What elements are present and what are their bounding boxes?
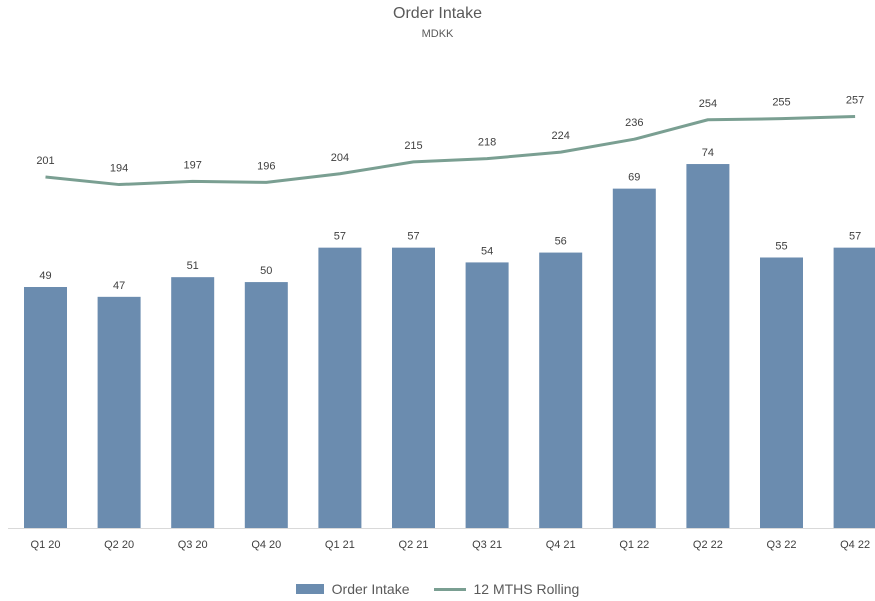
x-tick-label: Q4 22 xyxy=(840,539,870,551)
legend: Order Intake 12 MTHS Rolling xyxy=(0,581,875,597)
legend-swatch-bar xyxy=(295,584,324,594)
line-data-label: 254 xyxy=(699,98,717,110)
legend-item-bars: Order Intake xyxy=(295,581,410,597)
line-data-label: 255 xyxy=(772,97,790,109)
line-data-label: 204 xyxy=(331,152,349,164)
bar-data-label: 74 xyxy=(702,147,714,159)
x-tick-label: Q3 21 xyxy=(472,539,502,551)
line-data-label: 197 xyxy=(184,159,202,171)
bar-data-label: 57 xyxy=(849,231,861,243)
x-tick-label: Q2 22 xyxy=(693,539,723,551)
bar-q3-22 xyxy=(760,257,803,528)
line-data-label: 236 xyxy=(625,117,643,129)
legend-label-bars: Order Intake xyxy=(331,581,410,597)
x-tick-label: Q1 20 xyxy=(31,539,61,551)
line-data-label: 224 xyxy=(552,130,570,142)
bar-q2-20 xyxy=(97,296,141,528)
bar-data-label: 56 xyxy=(555,236,567,248)
bar-data-label: 54 xyxy=(481,245,493,257)
bar-data-label: 57 xyxy=(407,231,419,243)
x-tick-label: Q4 21 xyxy=(546,539,576,551)
bar-q3-20 xyxy=(171,277,215,528)
chart-title: Order Intake xyxy=(393,5,482,22)
bar-data-label: 57 xyxy=(334,231,346,243)
line-data-label: 215 xyxy=(404,140,422,152)
x-tick-label: Q3 20 xyxy=(178,539,208,551)
bar-data-label: 69 xyxy=(628,172,640,184)
x-tick-label: Q4 20 xyxy=(251,539,281,551)
legend-item-line: 12 MTHS Rolling xyxy=(433,581,580,597)
bar-q1-21 xyxy=(318,247,362,528)
legend-swatch-line xyxy=(433,587,466,591)
bar-q1-20 xyxy=(24,287,67,528)
bar-q4-22 xyxy=(833,247,875,528)
bar-q4-21 xyxy=(539,252,583,529)
chart-subtitle: MDKK xyxy=(421,28,454,40)
bar-q2-21 xyxy=(392,247,435,528)
x-tick-label: Q3 22 xyxy=(767,539,797,551)
bar-data-label: 47 xyxy=(113,280,125,292)
bar-data-label: 50 xyxy=(260,265,272,277)
line-data-label: 196 xyxy=(257,160,275,172)
bar-q4-20 xyxy=(244,282,288,528)
line-data-label: 201 xyxy=(36,155,54,167)
bar-q2-22 xyxy=(686,164,730,528)
line-data-label: 257 xyxy=(846,95,864,107)
legend-label-line: 12 MTHS Rolling xyxy=(473,581,580,597)
x-tick-label: Q1 22 xyxy=(619,539,649,551)
bar-q1-22 xyxy=(612,188,656,528)
bar-data-label: 55 xyxy=(775,240,787,252)
x-tick-label: Q2 21 xyxy=(399,539,429,551)
x-tick-label: Q1 21 xyxy=(325,539,355,551)
bar-data-label: 51 xyxy=(187,260,199,272)
line-data-label: 194 xyxy=(110,163,128,175)
x-tick-label: Q2 20 xyxy=(104,539,134,551)
bar-data-label: 49 xyxy=(39,270,51,282)
bar-q3-21 xyxy=(465,262,509,528)
rolling-line xyxy=(45,115,856,187)
line-data-label: 218 xyxy=(478,137,496,149)
